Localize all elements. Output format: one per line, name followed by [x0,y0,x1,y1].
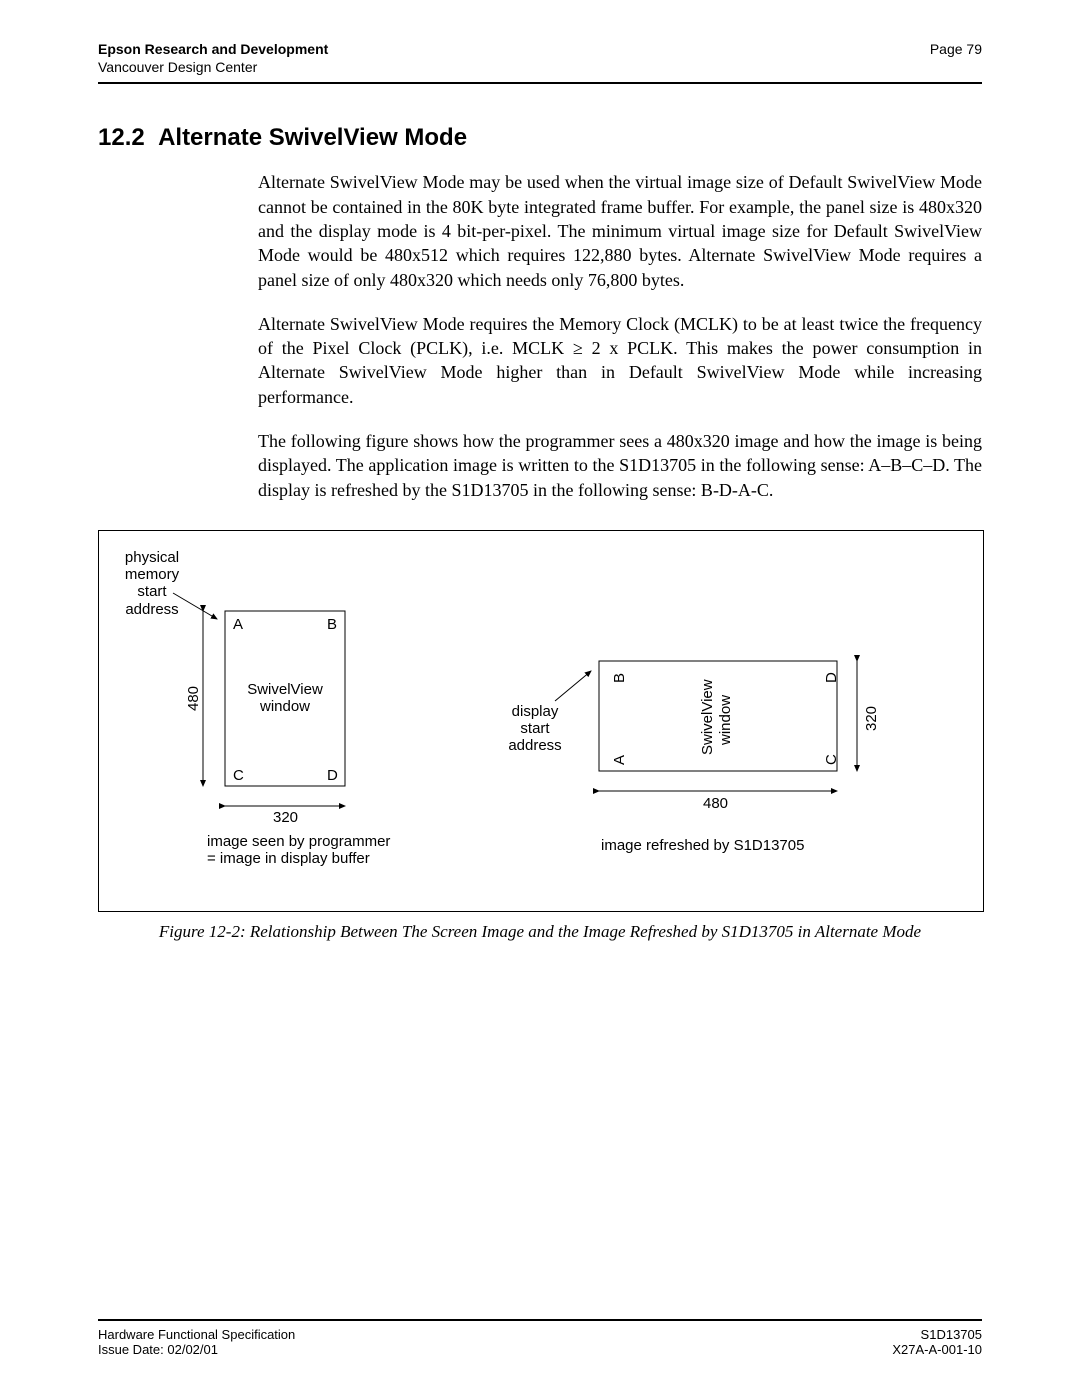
header-dept: Vancouver Design Center [98,58,328,76]
figure-diagram: physical memory start address A B C D [98,530,984,912]
right-caption: image refreshed by S1D13705 [601,837,804,854]
section-number: 12.2 [98,124,145,151]
left-D: D [327,767,338,784]
footer-date: Issue Date: 02/02/01 [98,1342,295,1357]
left-B: B [327,616,337,633]
paragraph-1: Alternate SwivelView Mode may be used wh… [258,170,982,291]
figure-caption: Figure 12-2: Relationship Between The Sc… [98,922,982,942]
body-text: Alternate SwivelView Mode may be used wh… [258,170,982,502]
header-org: Epson Research and Development [98,40,328,58]
footer-doc: Hardware Functional Specification [98,1327,295,1342]
right-width-label: 480 [703,795,728,812]
right-C: C [823,754,840,765]
left-caption: image seen by programmer = image in disp… [207,833,390,868]
paragraph-2: Alternate SwivelView Mode requires the M… [258,312,982,409]
right-swivel-l2: window [717,695,734,745]
page-header: Epson Research and Development Vancouver… [98,40,982,84]
left-width-label: 320 [273,809,298,826]
header-page: Page 79 [930,40,982,58]
right-A: A [611,755,628,765]
right-swivel-l1: SwivelView [699,679,716,755]
page-footer: Hardware Functional Specification Issue … [98,1319,982,1357]
page: Epson Research and Development Vancouver… [0,0,1080,1397]
section-title-text: Alternate SwivelView Mode [158,124,467,151]
left-C: C [233,767,244,784]
left-swivel-label: SwivelView window [239,681,331,716]
right-D: D [823,672,840,683]
section-heading: 12.2 Alternate SwivelView Mode [98,124,982,152]
left-A: A [233,616,243,633]
footer-part: S1D13705 [892,1327,982,1342]
right-height-label: 320 [863,706,880,731]
paragraph-3: The following figure shows how the progr… [258,429,982,502]
left-height-label: 480 [185,686,202,711]
footer-code: X27A-A-001-10 [892,1342,982,1357]
right-B: B [611,673,628,683]
